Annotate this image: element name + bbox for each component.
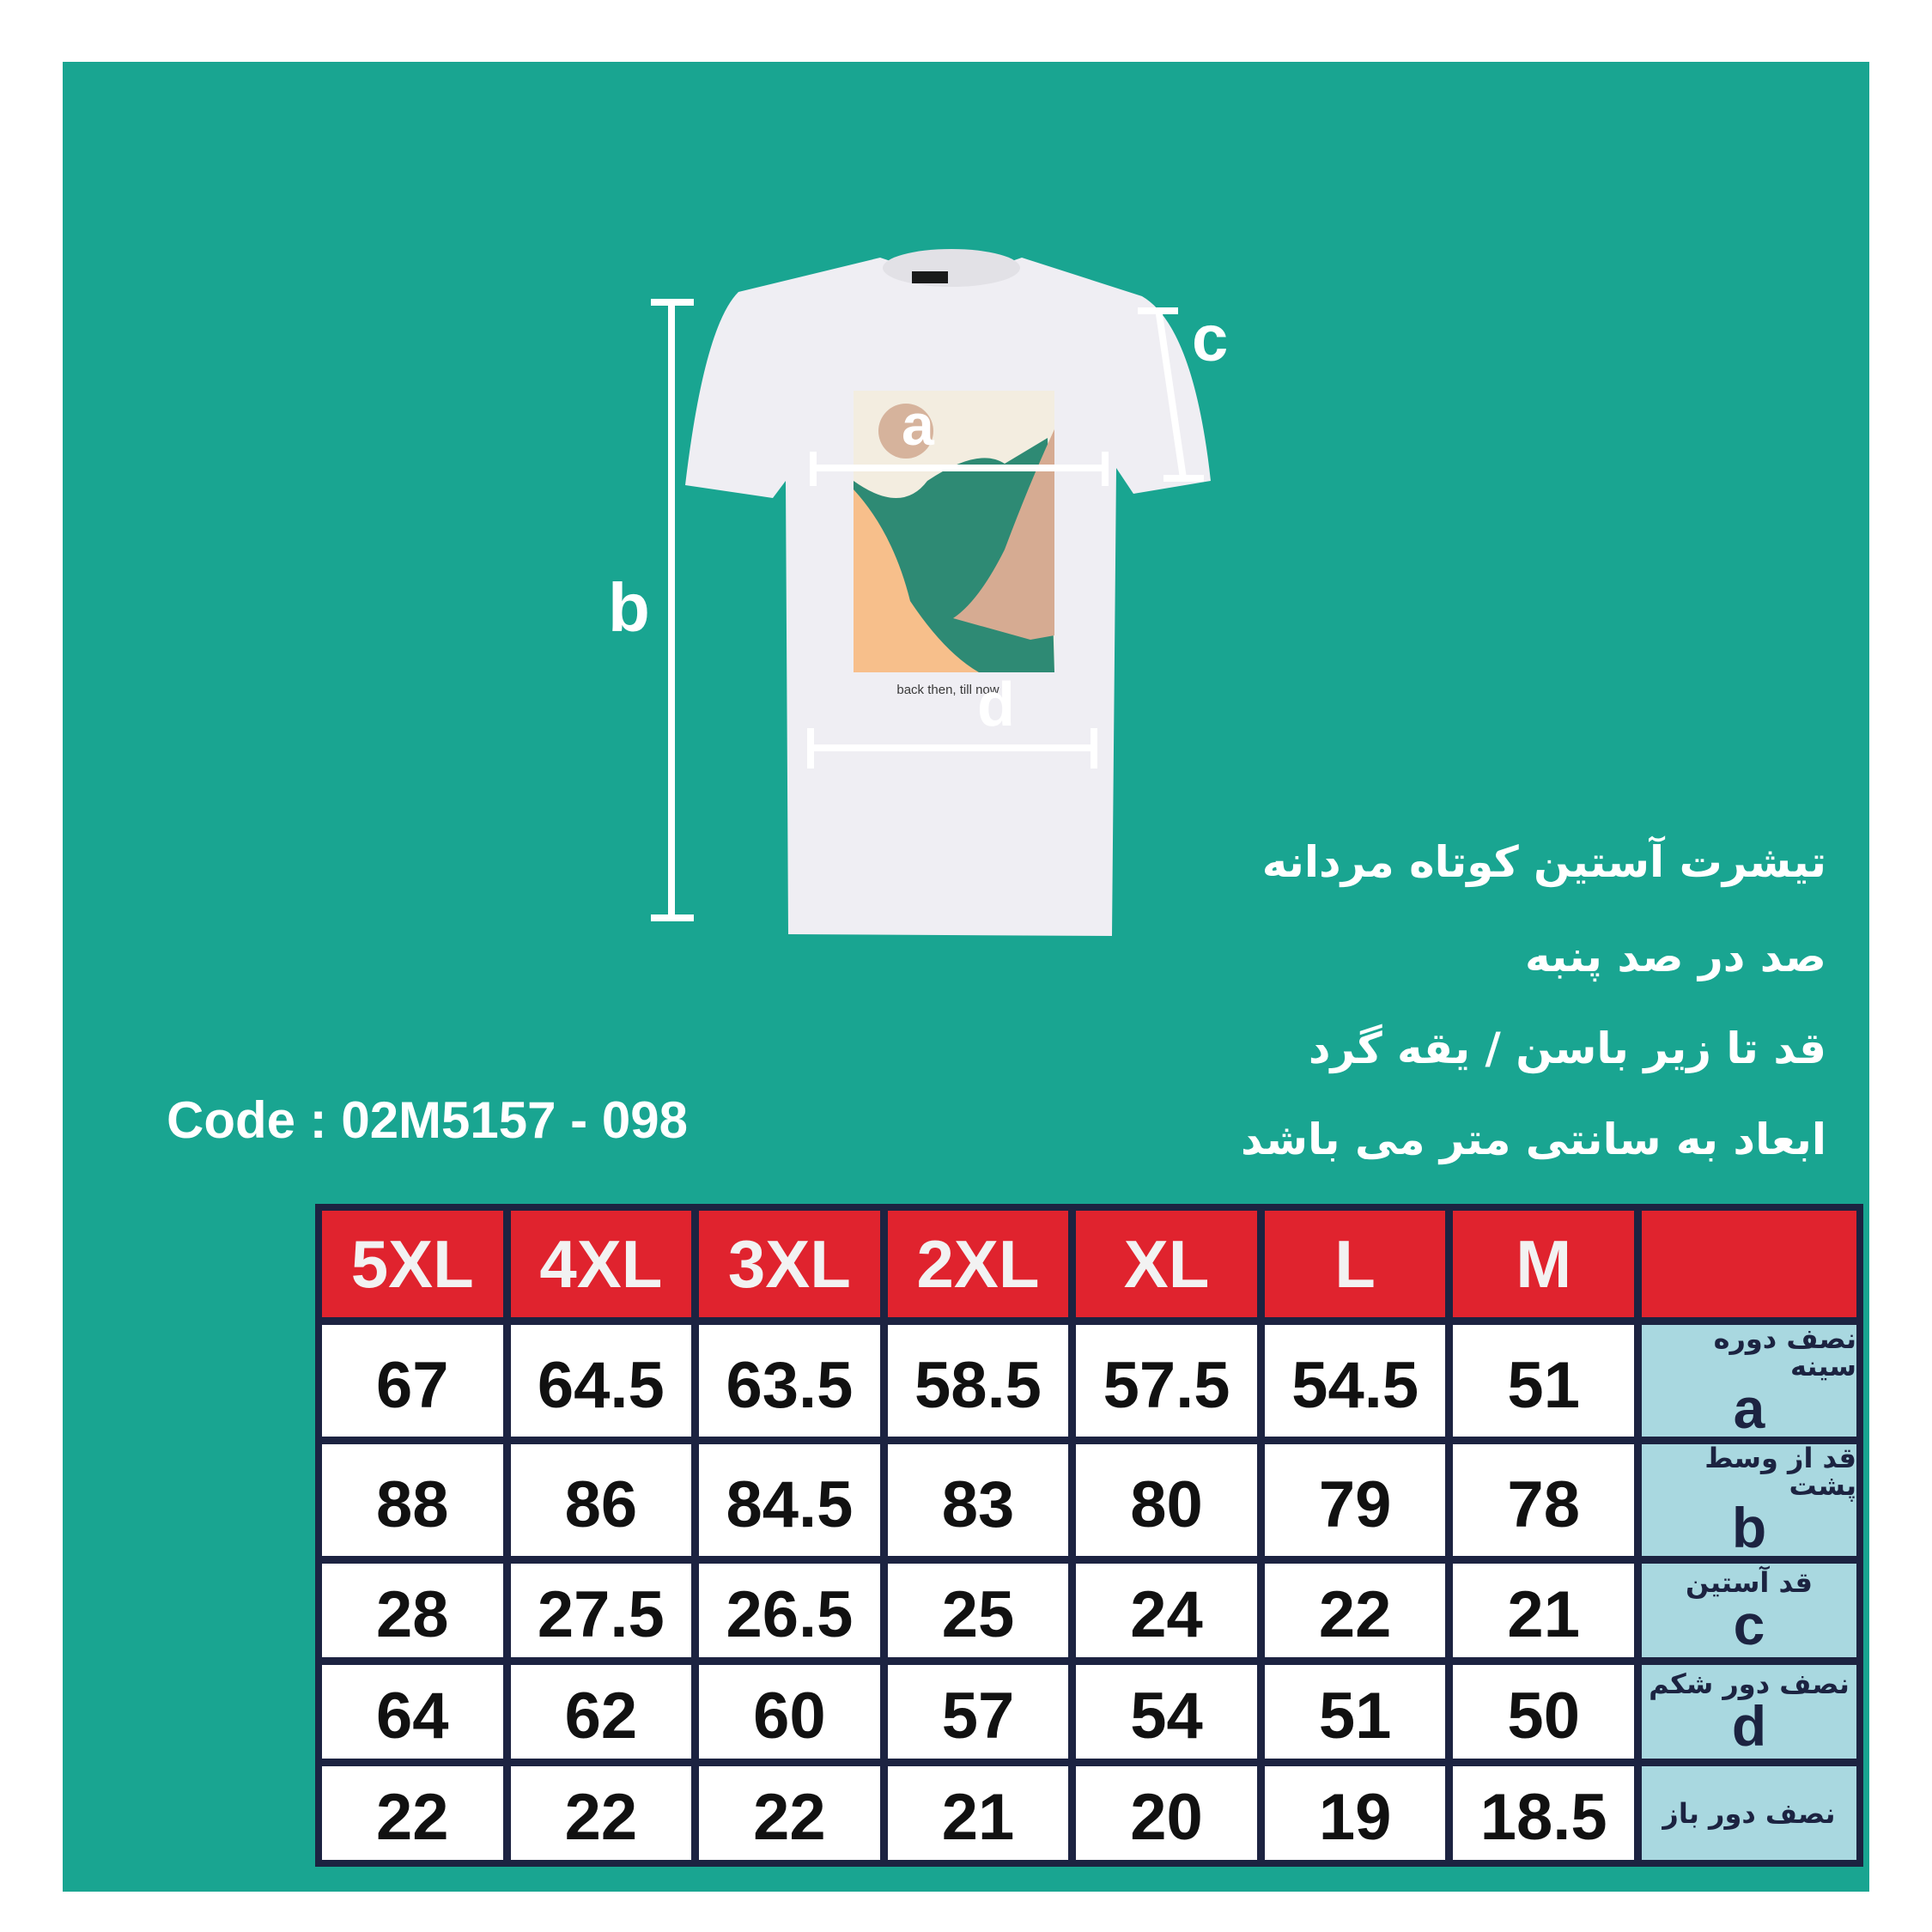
table-cell: 54.5: [1264, 1325, 1446, 1437]
measure-c-line: [1138, 307, 1204, 482]
label-b: b: [608, 569, 650, 646]
label-a: a: [902, 392, 935, 458]
material-text: صد در صد پنبه: [1525, 932, 1826, 981]
label-header: [1641, 1211, 1856, 1317]
table-cell: 79: [1264, 1444, 1446, 1556]
table-cell: 64.5: [510, 1325, 692, 1437]
size-header: M: [1453, 1211, 1634, 1317]
table-cell: 19: [1264, 1766, 1446, 1860]
measure-a-line: [810, 452, 1109, 486]
row-label-letter: d: [1731, 1693, 1767, 1758]
table-cell: 62: [510, 1665, 692, 1759]
table-cell: 25: [887, 1564, 1069, 1657]
collar: [883, 249, 1020, 287]
row-label-text: نصف دور شکم: [1649, 1667, 1850, 1700]
row-label-letter: c: [1733, 1592, 1765, 1656]
measure-d-line: [807, 728, 1097, 769]
table-cell: 64: [322, 1665, 503, 1759]
measure-lines: [651, 299, 1204, 921]
table-cell: 21: [1453, 1564, 1634, 1657]
row-label: نصف دور باز: [1641, 1766, 1856, 1860]
row-label-text: نصف دوره سینه: [1713, 1322, 1856, 1382]
table-cell: 22: [699, 1766, 880, 1860]
row-label-text: نصف دور باز: [1662, 1796, 1836, 1830]
table-cell: 67: [322, 1325, 503, 1437]
table-cell: 83: [887, 1444, 1069, 1556]
table-cell: 78: [1453, 1444, 1634, 1556]
size-header: L: [1264, 1211, 1446, 1317]
print-text: back then, till now: [896, 683, 999, 697]
row-label: نصف دوره سینه a: [1641, 1322, 1856, 1440]
table-cell: 51: [1453, 1325, 1634, 1437]
size-header: 4XL: [510, 1211, 692, 1317]
label-c: c: [1192, 302, 1228, 375]
table-cell: 22: [322, 1766, 503, 1860]
fit-text: قد تا زیر باسن / یقه گرد: [1308, 1024, 1826, 1073]
size-header: 5XL: [322, 1211, 503, 1317]
row-label-letter: a: [1733, 1376, 1765, 1440]
table-cell: 51: [1264, 1665, 1446, 1759]
size-header: 2XL: [887, 1211, 1069, 1317]
row-label-text: قد آستین: [1686, 1565, 1813, 1599]
table-cell: 57: [887, 1665, 1069, 1759]
table-cell: 20: [1076, 1766, 1257, 1860]
table-cell: 27.5: [510, 1564, 692, 1657]
table-cell: 22: [510, 1766, 692, 1860]
table-cell: 28: [322, 1564, 503, 1657]
units-note: ابعاد به سانتی متر می باشد: [1240, 1115, 1826, 1164]
measure-b-line: [651, 299, 694, 921]
table-cell: 54: [1076, 1665, 1257, 1759]
product-title: تیشرت آستین کوتاه مردانه: [1261, 837, 1826, 887]
table-cell: 84.5: [699, 1444, 880, 1556]
table-cell: 60: [699, 1665, 880, 1759]
table-cell: 63.5: [699, 1325, 880, 1437]
table-cell: 22: [1264, 1564, 1446, 1657]
row-label-text: قد از وسط پشت: [1704, 1442, 1856, 1502]
table-cell: 80: [1076, 1444, 1257, 1556]
label-tag: [912, 271, 948, 283]
row-label: قد آستین c: [1641, 1564, 1856, 1657]
table-cell: 21: [887, 1766, 1069, 1860]
table-cell: 50: [1453, 1665, 1634, 1759]
table-cell: 88: [322, 1444, 503, 1556]
size-header: 3XL: [699, 1211, 880, 1317]
row-label: نصف دور شکم d: [1641, 1665, 1856, 1759]
table-cell: 24: [1076, 1564, 1257, 1657]
label-d: d: [977, 671, 1015, 739]
print-graphic: [854, 391, 1054, 672]
table-cell: 26.5: [699, 1564, 880, 1657]
product-code: Code : 02M5157 - 098: [167, 1091, 688, 1149]
row-label: قد از وسط پشت b: [1641, 1442, 1856, 1559]
row-label-letter: b: [1731, 1496, 1767, 1559]
table-cell: 18.5: [1453, 1766, 1634, 1860]
size-header: XL: [1076, 1211, 1257, 1317]
table-cell: 86: [510, 1444, 692, 1556]
size-table: 5XL 4XL 3XL 2XL XL L M 67 64.5 63.5 58.5 57.…: [315, 1204, 1863, 1867]
table-cell: 58.5: [887, 1325, 1069, 1437]
table-cell: 57.5: [1076, 1325, 1257, 1437]
